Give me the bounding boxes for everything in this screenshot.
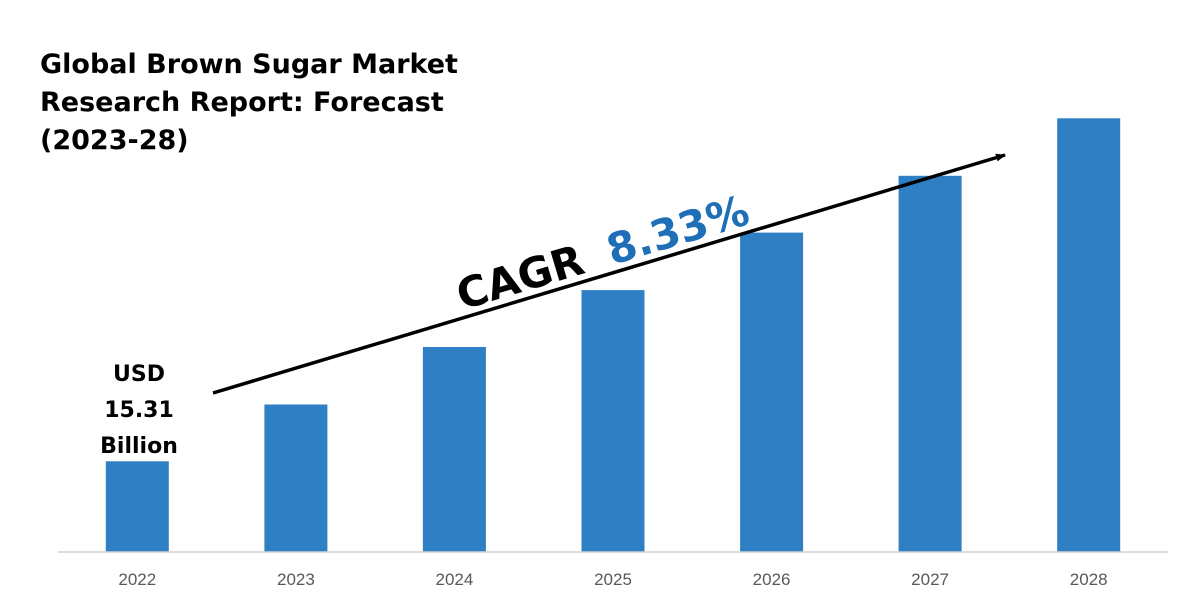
- cagr-value: 8.33%: [601, 186, 755, 275]
- first-bar-data-label: USD 15.31 Billion: [100, 362, 178, 459]
- x-tick-label-2026: 2026: [753, 570, 791, 589]
- chart-title-line-3: (2023-28): [40, 125, 189, 156]
- bar-2027: [898, 175, 962, 553]
- chart-title-line-2: Research Report: Forecast: [40, 87, 444, 118]
- x-axis-tick-labels: 2022 2023 2024 2025 2026 2027 2028: [118, 570, 1107, 589]
- cagr-label: CAGR: [451, 235, 590, 319]
- x-tick-label-2025: 2025: [594, 570, 632, 589]
- x-tick-label-2024: 2024: [435, 570, 473, 589]
- data-label-line-2: 15.31: [104, 398, 174, 423]
- chart-title-line-1: Global Brown Sugar Market: [40, 49, 458, 80]
- cagr-trend-arrow: [212, 153, 1006, 395]
- bar-2025: [581, 290, 645, 552]
- bar-series: [105, 118, 1121, 553]
- x-tick-label-2022: 2022: [118, 570, 156, 589]
- bar-2022: [105, 461, 169, 552]
- x-tick-label-2028: 2028: [1070, 570, 1108, 589]
- x-tick-label-2027: 2027: [911, 570, 949, 589]
- x-tick-label-2023: 2023: [277, 570, 315, 589]
- data-label-line-3: Billion: [100, 434, 178, 459]
- chart-title: Global Brown Sugar Market Research Repor…: [40, 46, 500, 160]
- bar-2023: [264, 404, 328, 552]
- bar-2026: [740, 232, 804, 552]
- bar-2028: [1057, 118, 1121, 553]
- bar-2024: [422, 347, 486, 552]
- data-label-line-1: USD: [113, 362, 165, 387]
